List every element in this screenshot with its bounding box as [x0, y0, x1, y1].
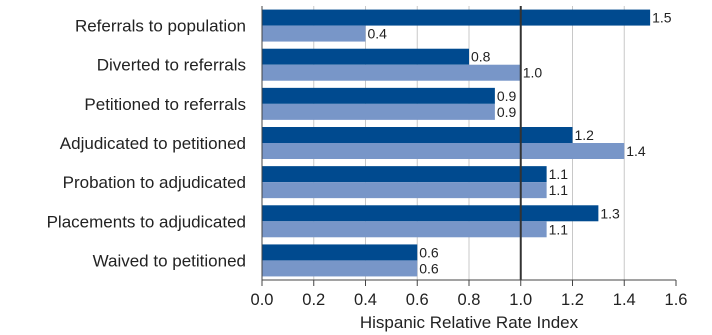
value-label: 1.1 — [549, 221, 569, 237]
x-tick-label: 1.2 — [561, 291, 584, 309]
category-label: Waived to petitioned — [93, 251, 246, 270]
value-label: 0.8 — [471, 49, 491, 65]
bar-series-2 — [262, 260, 418, 277]
bar-series-2 — [262, 25, 366, 42]
value-label: 1.5 — [652, 10, 672, 26]
bar-series-1 — [262, 9, 651, 26]
value-label: 1.2 — [575, 127, 595, 143]
bar-series-2 — [262, 143, 625, 159]
x-tick-label: 0.4 — [354, 291, 377, 309]
bar-series-2 — [262, 182, 547, 199]
value-label: 1.0 — [523, 65, 543, 81]
bar-series-1 — [262, 205, 599, 222]
x-tick-label: 0.0 — [251, 291, 274, 309]
bar-series-1 — [262, 127, 573, 143]
bar-series-2 — [262, 64, 521, 81]
value-label: 1.1 — [549, 182, 569, 198]
category-label: Petitioned to referrals — [84, 95, 246, 114]
category-label: Diverted to referrals — [97, 56, 246, 75]
category-label: Adjudicated to petitioned — [60, 134, 246, 153]
category-label: Placements to adjudicated — [47, 212, 246, 231]
x-tick-label: 0.6 — [406, 291, 429, 309]
bar-series-1 — [262, 48, 469, 65]
value-label: 0.9 — [497, 88, 517, 104]
x-axis-title: Hispanic Relative Rate Index — [360, 313, 579, 332]
value-label: 1.3 — [600, 205, 620, 221]
axes — [261, 6, 677, 286]
labels: 0.0 0.2 0.4 0.6 0.8 1.0 1.2 1.4 1.6 1.5 0.4 Referra… — [47, 10, 688, 309]
value-label: 0.6 — [419, 260, 439, 276]
bars — [262, 9, 651, 277]
bar-series-2 — [262, 221, 547, 238]
category-label: Probation to adjudicated — [63, 173, 246, 192]
bar-series-1 — [262, 244, 418, 261]
bar-series-1 — [262, 87, 495, 104]
value-label: 0.6 — [419, 244, 439, 260]
category-label: Referrals to population — [75, 17, 246, 36]
x-tick-label: 1.0 — [509, 291, 532, 309]
value-label: 0.4 — [368, 26, 388, 42]
value-label: 1.4 — [626, 143, 646, 159]
x-tick-label: 1.6 — [665, 291, 688, 309]
value-label: 1.1 — [549, 166, 569, 182]
x-tick-label: 0.2 — [302, 291, 325, 309]
value-label: 0.9 — [497, 104, 517, 120]
bar-series-2 — [262, 103, 495, 120]
bar-series-1 — [262, 166, 547, 183]
x-tick-label: 1.4 — [613, 291, 636, 309]
x-tick-label: 0.8 — [458, 291, 481, 309]
